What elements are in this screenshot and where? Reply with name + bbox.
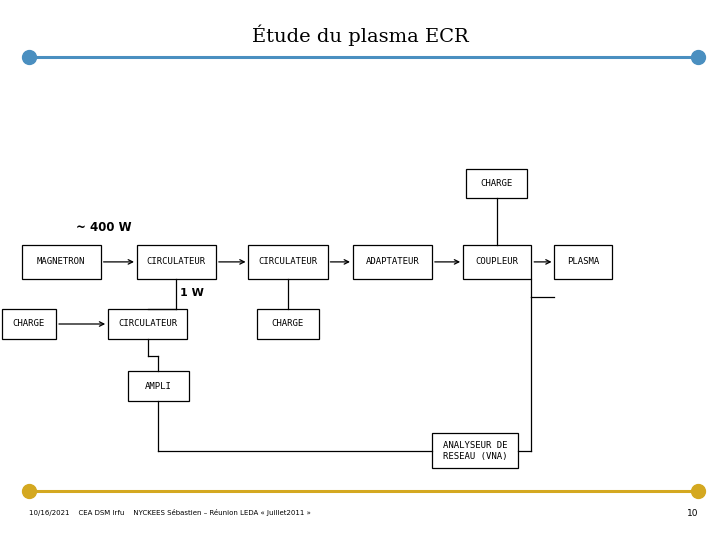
Bar xyxy=(462,245,531,279)
Text: 10: 10 xyxy=(687,509,698,517)
Bar xyxy=(248,245,328,279)
Text: Étude du plasma ECR: Étude du plasma ECR xyxy=(251,24,469,46)
Text: AMPLI: AMPLI xyxy=(145,382,172,390)
Bar xyxy=(128,372,189,401)
Text: ~ 400 W: ~ 400 W xyxy=(76,221,131,234)
Text: ADAPTATEUR: ADAPTATEUR xyxy=(366,258,419,266)
Bar xyxy=(353,245,432,279)
Text: CIRCULATEUR: CIRCULATEUR xyxy=(118,320,177,328)
Bar xyxy=(2,309,56,339)
Text: 1 W: 1 W xyxy=(180,288,204,298)
Bar xyxy=(432,433,518,468)
Text: MAGNETRON: MAGNETRON xyxy=(37,258,86,266)
Bar xyxy=(467,168,527,198)
Bar xyxy=(137,245,216,279)
Text: PLASMA: PLASMA xyxy=(567,258,599,266)
Text: CIRCULATEUR: CIRCULATEUR xyxy=(147,258,206,266)
Text: COUPLEUR: COUPLEUR xyxy=(475,258,518,266)
Bar xyxy=(554,245,612,279)
Text: CIRCULATEUR: CIRCULATEUR xyxy=(258,258,318,266)
Text: CHARGE: CHARGE xyxy=(272,320,304,328)
Bar xyxy=(108,309,187,339)
Bar xyxy=(258,309,319,339)
Text: 10/16/2021    CEA DSM Irfu    NYCKEES Sébastien – Réunion LEDA « Juillet2011 »: 10/16/2021 CEA DSM Irfu NYCKEES Sébastie… xyxy=(29,510,310,516)
Text: CHARGE: CHARGE xyxy=(13,320,45,328)
Text: ANALYSEUR DE
RESEAU (VNA): ANALYSEUR DE RESEAU (VNA) xyxy=(443,441,508,461)
Bar xyxy=(22,245,101,279)
Text: CHARGE: CHARGE xyxy=(481,179,513,188)
